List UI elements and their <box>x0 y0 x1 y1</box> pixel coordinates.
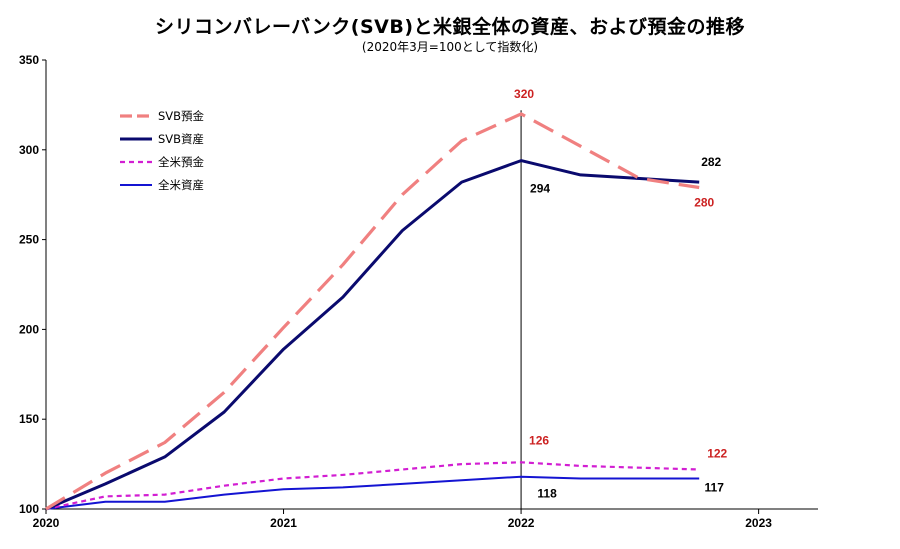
y-tick-label: 200 <box>19 322 39 336</box>
y-tick-label: 350 <box>19 53 39 67</box>
series-line-SVB預金 <box>45 112 700 511</box>
legend-label-全米預金: 全米預金 <box>158 155 204 169</box>
data-label-126: 126 <box>529 433 549 447</box>
series-line-全米資産 <box>45 475 700 510</box>
chart-subtitle: (2020年3月=100として指数化) <box>361 40 539 54</box>
series-line-SVB資産 <box>45 159 700 511</box>
data-label-117: 117 <box>705 480 725 494</box>
legend-label-全米資産: 全米資産 <box>158 178 204 192</box>
data-label-122: 122 <box>707 446 727 460</box>
axes <box>42 59 818 514</box>
legend-label-SVB資産: SVB資産 <box>158 132 204 146</box>
data-label-320: 320 <box>514 87 534 101</box>
chart-title: シリコンバレーバンク(SVB)と米銀全体の資産、および預金の推移 <box>155 16 745 38</box>
y-tick-label: 150 <box>19 412 39 426</box>
legend-label-SVB預金: SVB預金 <box>158 109 205 123</box>
y-tick-label: 100 <box>19 502 39 516</box>
x-tick-label: 2021 <box>270 516 297 530</box>
tick-labels: 100 150 200 250 300 350 2020 2021 2022 2023 <box>19 53 772 530</box>
x-tick-label: 2020 <box>33 516 60 530</box>
x-tick-label: 2022 <box>508 516 535 530</box>
y-tick-label: 300 <box>19 143 39 157</box>
data-label-294: 294 <box>530 182 550 196</box>
data-labels: 320 294 282 280 126 122 118 117 <box>514 87 728 501</box>
data-label-280: 280 <box>694 196 714 210</box>
series-lines <box>45 112 700 511</box>
x-tick-label: 2023 <box>745 516 772 530</box>
series-line-全米預金 <box>45 461 700 511</box>
data-label-282: 282 <box>701 155 721 169</box>
data-label-118: 118 <box>537 487 557 501</box>
y-tick-label: 250 <box>19 233 39 247</box>
